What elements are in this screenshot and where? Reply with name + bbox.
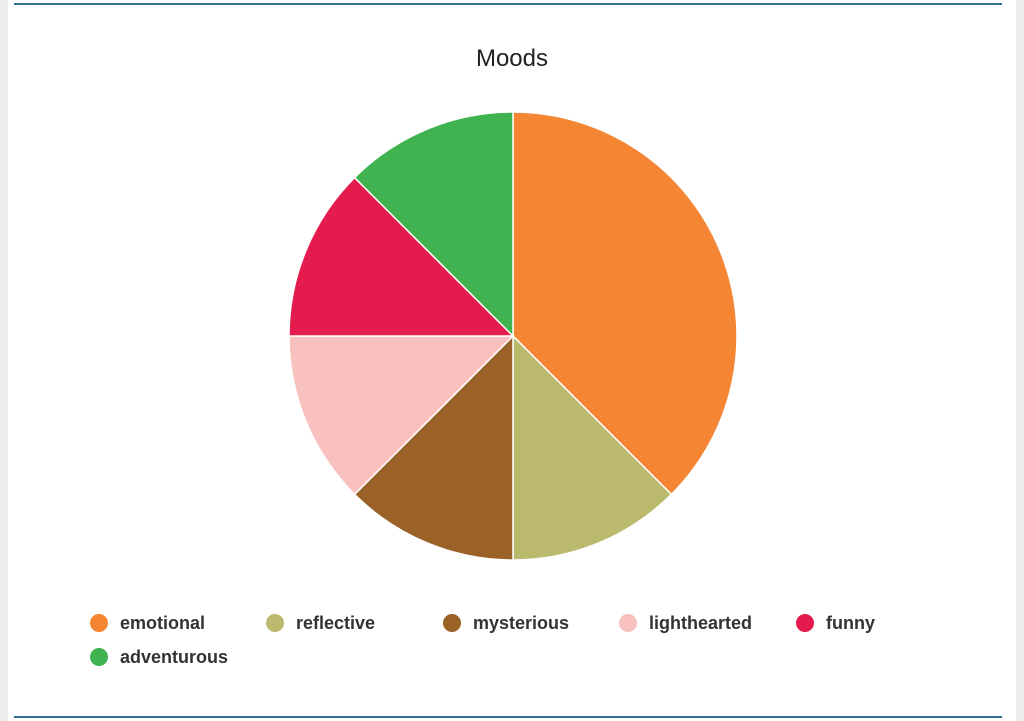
pie-slice-adventurous bbox=[353, 111, 514, 338]
legend-label: adventurous bbox=[120, 646, 229, 667]
legend-marker bbox=[90, 648, 108, 666]
legend-item-funny[interactable]: funny bbox=[796, 611, 875, 635]
legend-marker bbox=[619, 614, 637, 632]
legend-marker bbox=[266, 614, 284, 632]
legend-marker bbox=[443, 614, 461, 632]
legend-marker bbox=[796, 614, 814, 632]
legend-item-lighthearted[interactable]: lighthearted bbox=[619, 611, 752, 635]
pie-slice-emotional bbox=[512, 111, 738, 496]
chart-title: Moods bbox=[475, 45, 549, 72]
legend-item-mysterious[interactable]: mysterious bbox=[443, 611, 569, 635]
legend-item-adventurous[interactable]: adventurous bbox=[90, 645, 228, 669]
legend-label: emotional bbox=[120, 612, 206, 633]
bottom-divider bbox=[14, 716, 1002, 718]
top-divider bbox=[14, 3, 1002, 5]
pie-slice-reflective bbox=[512, 334, 673, 561]
legend-label: lighthearted bbox=[649, 612, 753, 633]
pie-slice-funny bbox=[288, 176, 515, 337]
legend-item-reflective[interactable]: reflective bbox=[266, 611, 375, 635]
legend-label: mysterious bbox=[473, 612, 570, 633]
legend-label: reflective bbox=[296, 612, 376, 633]
pie-slice-mysterious bbox=[353, 334, 514, 561]
pie-slice-lighthearted bbox=[288, 335, 515, 496]
legend-label: funny bbox=[826, 612, 875, 633]
legend-marker bbox=[90, 614, 108, 632]
legend-item-emotional[interactable]: emotional bbox=[90, 611, 205, 635]
